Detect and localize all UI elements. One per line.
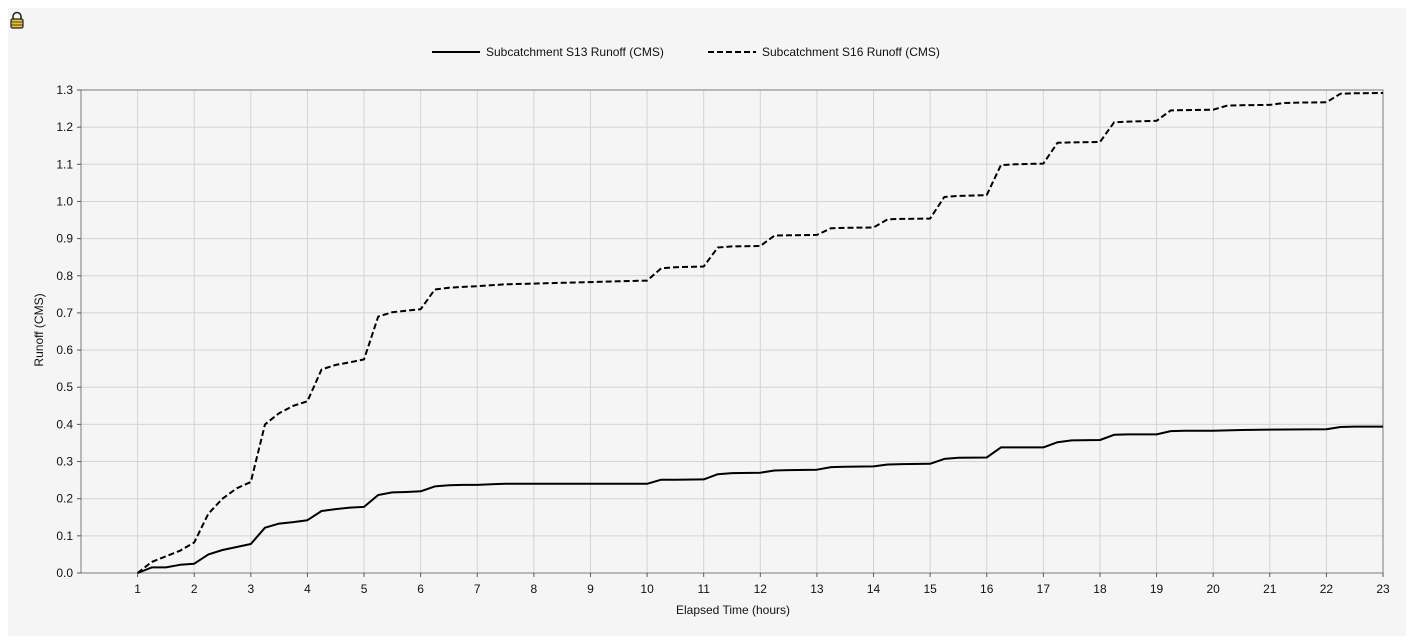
y-tick-label: 0.5 <box>56 380 73 394</box>
x-tick-label: 6 <box>417 582 424 596</box>
x-tick-label: 13 <box>810 582 824 596</box>
y-tick-label: 0.7 <box>56 306 73 320</box>
legend: Subcatchment S13 Runoff (CMS) Subcatchmen… <box>432 45 940 59</box>
x-tick-label: 1 <box>134 582 141 596</box>
y-tick-label: 0.1 <box>56 529 73 543</box>
x-tick-label: 2 <box>191 582 198 596</box>
series <box>136 92 1384 574</box>
x-tick-label: 19 <box>1150 582 1164 596</box>
y-tick-label: 0.6 <box>56 343 73 357</box>
y-tick-label: 0.3 <box>56 455 73 469</box>
grid <box>81 89 1384 574</box>
x-tick-label: 23 <box>1376 582 1390 596</box>
y-axis-label: Runoff (CMS) <box>32 293 46 366</box>
chart-panel <box>8 8 1406 636</box>
y-axis-ticks: 0.0 0.1 0.2 0.3 0.4 0.5 0.6 0.7 0.8 0.9 1.0 1.1 1.2 1… <box>56 83 81 580</box>
x-tick-label: 14 <box>867 582 881 596</box>
x-tick-label: 15 <box>923 582 937 596</box>
x-tick-label: 18 <box>1093 582 1107 596</box>
x-tick-label: 8 <box>531 582 538 596</box>
y-tick-label: 1.3 <box>56 83 73 97</box>
x-axis-ticks: 1 2 3 4 5 6 7 8 9 10 11 12 13 14 15 16 17 18 19 20 21 22 23 <box>134 573 1390 596</box>
x-tick-label: 5 <box>361 582 368 596</box>
y-tick-label: 0.8 <box>56 269 73 283</box>
legend-label: Subcatchment S16 Runoff (CMS) <box>762 45 940 59</box>
x-tick-label: 4 <box>304 582 311 596</box>
y-tick-label: 1.2 <box>56 120 73 134</box>
legend-label: Subcatchment S13 Runoff (CMS) <box>486 45 664 59</box>
y-tick-label: 0.9 <box>56 232 73 246</box>
series-line-s13 <box>137 425 1383 574</box>
x-tick-label: 9 <box>587 582 594 596</box>
y-tick-label: 0.4 <box>56 417 73 431</box>
x-tick-label: 11 <box>697 582 710 596</box>
x-tick-label: 3 <box>247 582 254 596</box>
x-tick-label: 12 <box>754 582 768 596</box>
y-tick-label: 1.1 <box>56 157 73 171</box>
x-tick-label: 16 <box>980 582 994 596</box>
x-tick-label: 20 <box>1206 582 1220 596</box>
x-tick-label: 10 <box>640 582 654 596</box>
series-line-s16 <box>136 92 1384 574</box>
x-tick-label: 21 <box>1263 582 1277 596</box>
padlock-icon[interactable] <box>9 11 25 29</box>
y-tick-label: 1.0 <box>56 194 73 208</box>
x-tick-label: 22 <box>1320 582 1334 596</box>
plot-area <box>80 89 1384 574</box>
x-axis-label: Elapsed Time (hours) <box>676 603 790 617</box>
x-tick-label: 17 <box>1037 582 1051 596</box>
y-tick-label: 0.0 <box>56 566 73 580</box>
y-tick-label: 0.2 <box>56 492 73 506</box>
x-tick-label: 7 <box>474 582 481 596</box>
